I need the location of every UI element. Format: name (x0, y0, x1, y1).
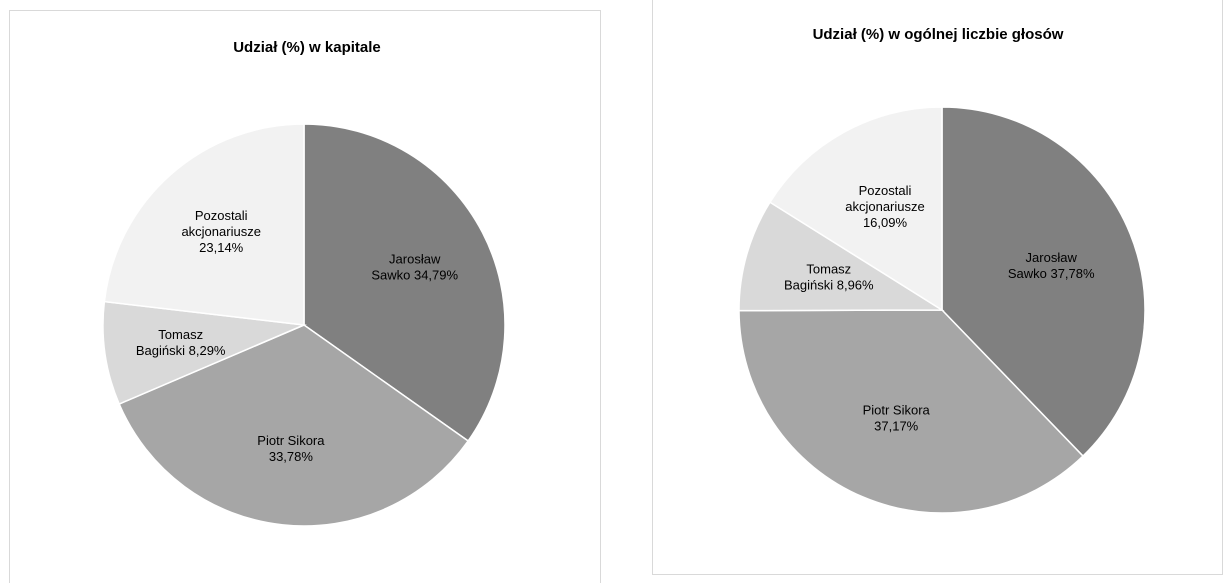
slice-label: Piotr Sikora 37,17% (863, 402, 931, 433)
pie-slice (738, 309, 1085, 514)
slice-label-line: 16,09% (863, 215, 908, 230)
slice-label-line: Tomasz (806, 262, 851, 277)
chart-panel-votes: Udział (%) w ogólnej liczbie głosów Jaro… (652, 0, 1223, 575)
slice-label-line: Tomasz (158, 327, 203, 342)
slice-label-line: 23,14% (199, 240, 244, 255)
slice-label: Jarosław Sawko 34,79% (371, 252, 458, 283)
slice-label-line: Piotr Sikora (863, 402, 931, 417)
slice-label-line: Jarosław (389, 252, 441, 267)
pie-slice (118, 324, 470, 527)
slice-label-line: Sawko 34,79% (371, 268, 458, 283)
pie-slice (768, 106, 943, 312)
slice-label-line: akcjonariusze (845, 199, 925, 214)
slice-label-line: Piotr Sikora (257, 433, 325, 448)
slice-label-line: Pozostali (195, 208, 248, 223)
slice-label: Jarosław Sawko 37,78% (1008, 250, 1095, 281)
pie-slice (103, 123, 305, 326)
chart-panel-capital: Udział (%) w kapitale Jarosław Sawko 34,7… (9, 10, 601, 583)
chart-title: Udział (%) w ogólnej liczbie głosów (813, 26, 1064, 43)
pie-slice (303, 123, 506, 443)
slice-label-line: Bagiński 8,96% (784, 278, 874, 293)
pie-slice (738, 201, 945, 312)
pie-chart-votes: Udział (%) w ogólnej liczbie głosów Jaro… (738, 26, 1146, 514)
chart-title: Udział (%) w kapitale (233, 39, 381, 56)
pie-slices (738, 106, 1146, 514)
slice-label-line: Bagiński 8,29% (136, 343, 226, 358)
pie-chart-capital: Udział (%) w kapitale Jarosław Sawko 34,7… (102, 39, 506, 527)
slice-label: Pozostali akcjonariusze 16,09% (845, 183, 925, 230)
slice-label: Tomasz Bagiński 8,29% (136, 327, 226, 358)
slice-label: Tomasz Bagiński 8,96% (784, 262, 874, 293)
slice-label-line: 33,78% (269, 449, 314, 464)
pie-slices (102, 123, 506, 527)
slice-label-line: Pozostali (859, 183, 912, 198)
pie-labels: Jarosław Sawko 37,78% Piotr Sikora 37,17% To… (784, 183, 1095, 433)
slice-label-line: Jarosław (1026, 250, 1078, 265)
slice-label: Piotr Sikora 33,78% (257, 433, 325, 464)
slice-label-line: 37,17% (874, 418, 919, 433)
pie-slice (941, 106, 1146, 458)
slice-label-line: akcjonariusze (181, 224, 261, 239)
slice-label: Pozostali akcjonariusze 23,14% (181, 208, 261, 255)
pie-slice (102, 300, 307, 405)
slice-label-line: Sawko 37,78% (1008, 266, 1095, 281)
pie-labels: Jarosław Sawko 34,79% Piotr Sikora 33,78% To… (136, 208, 459, 464)
